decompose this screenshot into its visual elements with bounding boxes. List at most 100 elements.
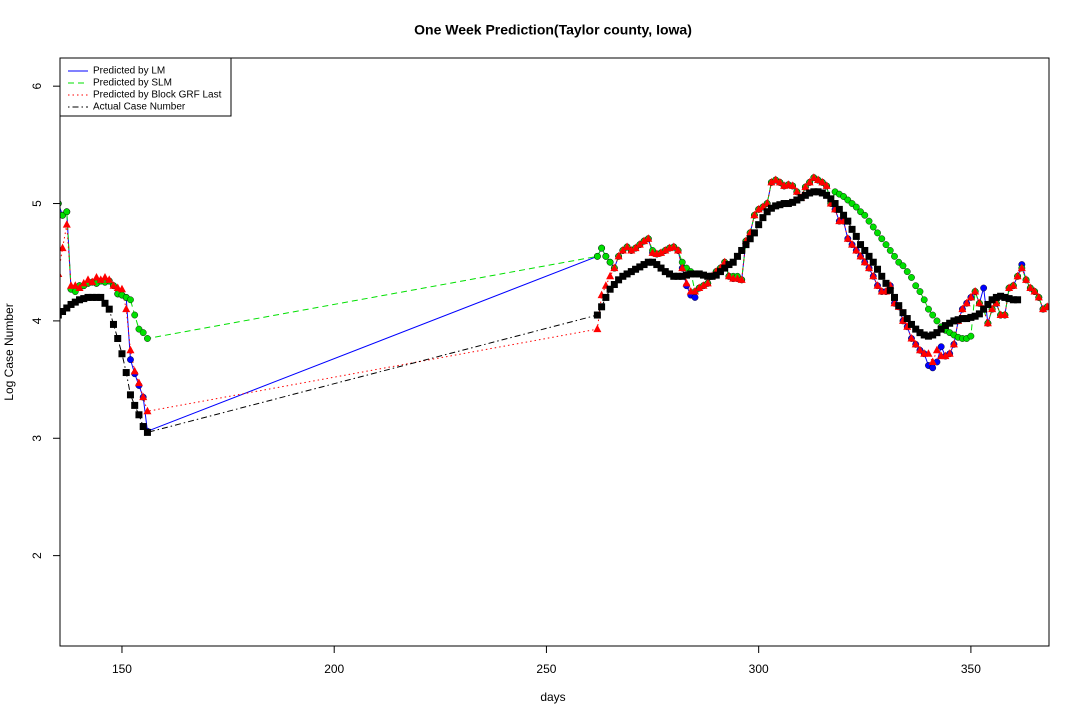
point xyxy=(135,411,143,419)
point xyxy=(143,428,151,436)
point xyxy=(635,240,644,248)
point xyxy=(954,316,962,324)
point xyxy=(117,284,126,293)
point xyxy=(683,271,691,279)
point xyxy=(963,315,971,323)
point xyxy=(971,287,980,295)
point xyxy=(810,188,818,196)
point xyxy=(610,263,619,272)
point xyxy=(619,272,627,280)
point xyxy=(771,175,780,184)
point xyxy=(644,234,653,242)
point xyxy=(1005,295,1013,303)
point xyxy=(105,275,114,283)
point xyxy=(763,208,771,216)
point xyxy=(988,296,996,304)
point xyxy=(920,296,928,304)
legend-box xyxy=(59,57,232,117)
point xyxy=(93,293,101,301)
point xyxy=(793,196,801,204)
point xyxy=(772,202,780,210)
point xyxy=(733,252,741,260)
point xyxy=(716,268,724,276)
point xyxy=(967,313,975,321)
point xyxy=(873,281,882,289)
point xyxy=(958,315,966,323)
point xyxy=(911,339,920,348)
point xyxy=(912,282,920,290)
point xyxy=(691,294,699,301)
point xyxy=(101,299,109,307)
point xyxy=(644,258,652,266)
point xyxy=(916,329,924,337)
point xyxy=(937,325,945,333)
point xyxy=(606,271,615,280)
point xyxy=(869,258,877,266)
point xyxy=(962,298,971,307)
point xyxy=(130,366,139,375)
point xyxy=(63,208,71,216)
point xyxy=(840,211,848,219)
point xyxy=(775,177,784,186)
point xyxy=(907,320,915,328)
point xyxy=(1009,281,1018,289)
point xyxy=(1030,287,1039,295)
point xyxy=(640,236,649,245)
x-tick-label: 250 xyxy=(536,662,556,676)
point xyxy=(614,251,623,260)
point xyxy=(912,325,920,333)
point xyxy=(126,391,134,399)
point xyxy=(67,300,75,308)
point xyxy=(933,317,941,325)
point xyxy=(725,261,733,269)
point xyxy=(758,202,767,211)
point xyxy=(988,304,997,313)
point xyxy=(131,311,139,319)
y-tick-label: 4 xyxy=(30,317,44,324)
point xyxy=(861,211,869,219)
point xyxy=(100,272,109,281)
point xyxy=(127,356,134,364)
point xyxy=(661,245,670,254)
point xyxy=(96,275,105,283)
point xyxy=(627,245,636,254)
point xyxy=(703,278,712,287)
point xyxy=(640,261,648,269)
y-tick-label: 5 xyxy=(30,200,44,207)
point xyxy=(631,243,640,252)
point xyxy=(946,319,954,327)
point xyxy=(593,311,601,319)
point xyxy=(928,357,937,365)
point xyxy=(84,293,92,301)
point xyxy=(784,200,792,208)
point xyxy=(903,268,911,276)
y-tick-label: 3 xyxy=(30,435,44,442)
point xyxy=(949,339,958,348)
point xyxy=(109,320,117,328)
point xyxy=(602,252,610,260)
point xyxy=(814,188,822,196)
point xyxy=(818,189,826,197)
point xyxy=(869,271,878,280)
point xyxy=(971,312,979,320)
point xyxy=(139,329,147,337)
point xyxy=(827,195,835,203)
point xyxy=(809,173,818,181)
point xyxy=(71,298,79,306)
point xyxy=(615,276,623,284)
point xyxy=(886,286,894,294)
point xyxy=(60,243,67,252)
point xyxy=(1009,296,1017,304)
point xyxy=(79,278,88,287)
point xyxy=(139,392,148,401)
point xyxy=(62,220,71,228)
point xyxy=(139,423,147,431)
point xyxy=(843,234,852,242)
x-tick-label: 300 xyxy=(749,662,769,676)
point xyxy=(941,322,949,330)
point xyxy=(848,225,856,233)
point xyxy=(878,235,886,243)
point xyxy=(114,335,122,343)
point xyxy=(674,245,683,254)
point xyxy=(903,315,911,323)
